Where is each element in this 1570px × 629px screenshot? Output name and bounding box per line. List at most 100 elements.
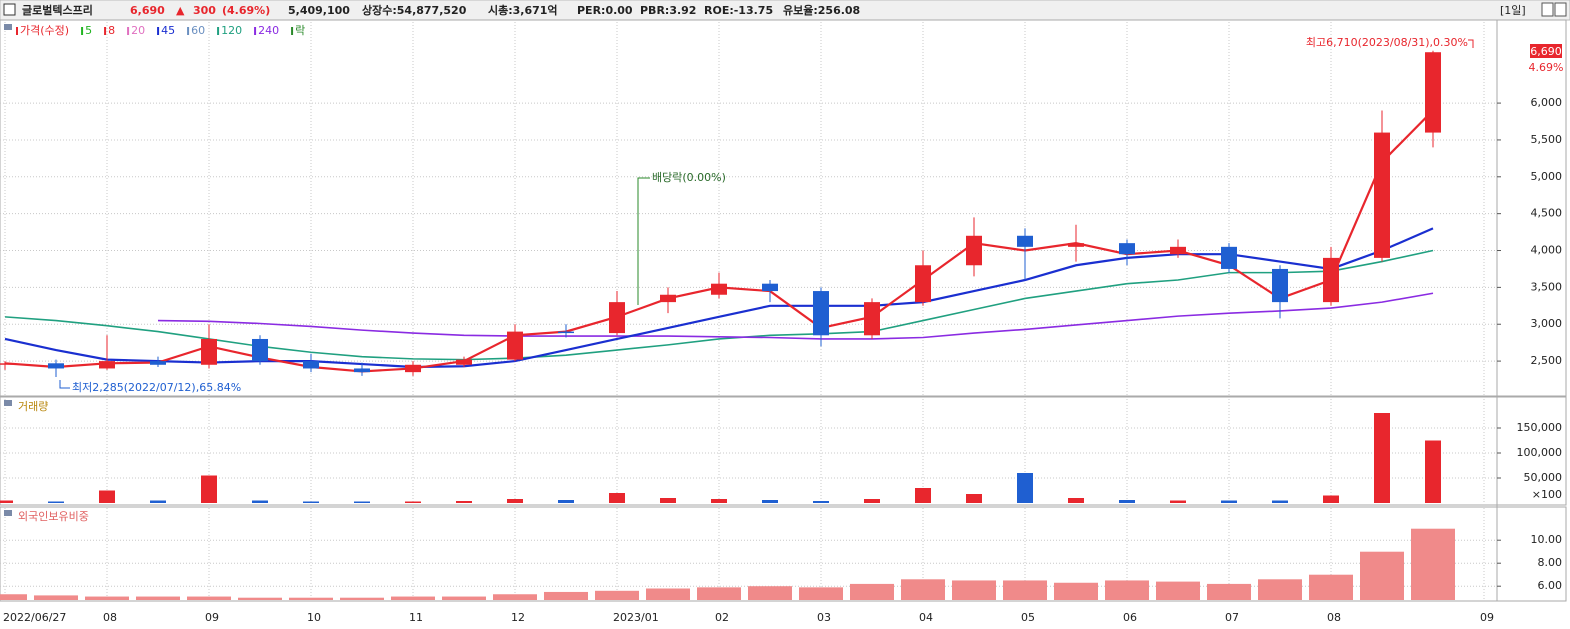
candle-body bbox=[1374, 132, 1390, 258]
legend-swatch bbox=[127, 27, 130, 35]
volume-bar bbox=[966, 494, 982, 503]
candle-body bbox=[48, 363, 64, 369]
high-annotation: 최고6,710(2023/08/31),0.30% bbox=[1306, 36, 1468, 49]
y-tick-label: 10.00 bbox=[1531, 533, 1563, 546]
candle-body bbox=[201, 338, 217, 365]
market-cap: 시총:3,671억 bbox=[488, 3, 558, 17]
foreign-title: 외국인보유비중 bbox=[18, 510, 89, 523]
y-tick-label: 3,000 bbox=[1531, 317, 1563, 330]
foreign-bar bbox=[595, 590, 639, 600]
volume-bar bbox=[303, 501, 319, 503]
dividend-annotation: 배당락(0.00%) bbox=[652, 171, 726, 184]
foreign-bar bbox=[544, 591, 588, 600]
foreign-bar bbox=[1258, 579, 1302, 600]
x-tick-label: 2022/06/27 bbox=[3, 611, 66, 624]
foreign-bar bbox=[1411, 528, 1455, 600]
legend-swatch bbox=[291, 27, 294, 35]
candle-body bbox=[405, 364, 421, 373]
candle-body bbox=[507, 331, 523, 360]
x-tick-label: 09 bbox=[205, 611, 219, 624]
price-panel bbox=[0, 19, 1567, 397]
candle-body bbox=[456, 359, 472, 365]
foreign-bar bbox=[340, 597, 384, 600]
legend-label: 5 bbox=[85, 24, 92, 37]
restore-button[interactable] bbox=[1541, 2, 1554, 17]
foreign-bar bbox=[1156, 581, 1200, 600]
legend-label: 45 bbox=[161, 24, 175, 37]
ma-line bbox=[157, 292, 1434, 340]
x-tick-label: 03 bbox=[817, 611, 831, 624]
y-tick-label: 5,500 bbox=[1531, 133, 1563, 146]
y-tick-label: 150,000 bbox=[1517, 421, 1563, 434]
volume-bar bbox=[558, 500, 574, 503]
candle-body bbox=[1119, 243, 1135, 255]
volume-bar bbox=[1323, 495, 1339, 503]
volume-bar bbox=[507, 499, 523, 503]
period[interactable]: [1일] bbox=[1500, 3, 1526, 17]
legend-swatch bbox=[16, 27, 18, 35]
candle-body bbox=[252, 338, 268, 362]
foreign-bar bbox=[85, 596, 129, 600]
panel-icon bbox=[4, 510, 12, 516]
candle-body bbox=[915, 265, 931, 303]
volume-bar bbox=[1221, 500, 1237, 503]
ma-line bbox=[4, 249, 1434, 361]
candle-body bbox=[1425, 52, 1441, 133]
candle-body bbox=[1068, 243, 1084, 247]
candle-body bbox=[1017, 235, 1033, 247]
x-tick-label: 08 bbox=[103, 611, 117, 624]
candle-body bbox=[609, 302, 625, 334]
volume-bar bbox=[456, 501, 472, 503]
listed: 상장수:54,877,520 bbox=[362, 3, 467, 17]
foreign-bar bbox=[238, 597, 282, 600]
x-tick-label: 04 bbox=[919, 611, 933, 624]
candle-body bbox=[1221, 246, 1237, 269]
y-tick-label: 50,000 bbox=[1524, 471, 1563, 484]
y-tick-label: 4,000 bbox=[1531, 244, 1563, 257]
volume-bar bbox=[762, 500, 778, 503]
legend-label: 20 bbox=[131, 24, 145, 37]
foreign-bar bbox=[1003, 580, 1047, 600]
dividend-arrow bbox=[637, 177, 650, 305]
volume-bar bbox=[201, 475, 217, 503]
x-tick-label: 11 bbox=[409, 611, 423, 624]
x-tick-label: 07 bbox=[1225, 611, 1239, 624]
foreign-bar bbox=[748, 586, 792, 600]
candle-body bbox=[1323, 257, 1339, 303]
volume-bar bbox=[0, 500, 13, 503]
volume-unit: ×100 bbox=[1532, 488, 1562, 501]
x-tick-label: 08 bbox=[1327, 611, 1341, 624]
legend-label: 120 bbox=[221, 24, 242, 37]
volume-bar bbox=[609, 493, 625, 503]
foreign-bar bbox=[952, 580, 996, 600]
foreign-bar bbox=[391, 596, 435, 600]
y-tick-label: 3,500 bbox=[1531, 280, 1563, 293]
legend-swatch bbox=[187, 27, 190, 35]
legend-label: 락 bbox=[295, 24, 305, 37]
legend-swatch bbox=[104, 27, 107, 35]
candle-body bbox=[1170, 246, 1186, 255]
volume-bar bbox=[48, 501, 64, 503]
y-tick-label: 6,000 bbox=[1531, 96, 1563, 109]
foreign-bar bbox=[289, 597, 333, 600]
candle-body bbox=[0, 363, 13, 365]
checkbox[interactable] bbox=[3, 3, 16, 16]
foreign-bar bbox=[697, 587, 741, 600]
foreign-bar bbox=[187, 596, 231, 600]
change-pct: (4.69%) bbox=[222, 4, 270, 17]
y-tick-label: 2,500 bbox=[1531, 354, 1563, 367]
price: 6,690 bbox=[130, 4, 165, 17]
stock-name: 글로벌텍스프리 bbox=[22, 3, 93, 17]
legend-swatch bbox=[157, 27, 160, 35]
close-button[interactable] bbox=[1554, 2, 1567, 17]
foreign-bar bbox=[646, 588, 690, 600]
last-price: 6,690 bbox=[1530, 45, 1562, 58]
ma-line bbox=[4, 227, 1434, 369]
candle-body bbox=[303, 361, 319, 369]
volume-bar bbox=[1119, 500, 1135, 503]
panel-icon bbox=[4, 24, 12, 30]
change: 300 bbox=[193, 4, 216, 17]
candle-body bbox=[558, 331, 574, 334]
